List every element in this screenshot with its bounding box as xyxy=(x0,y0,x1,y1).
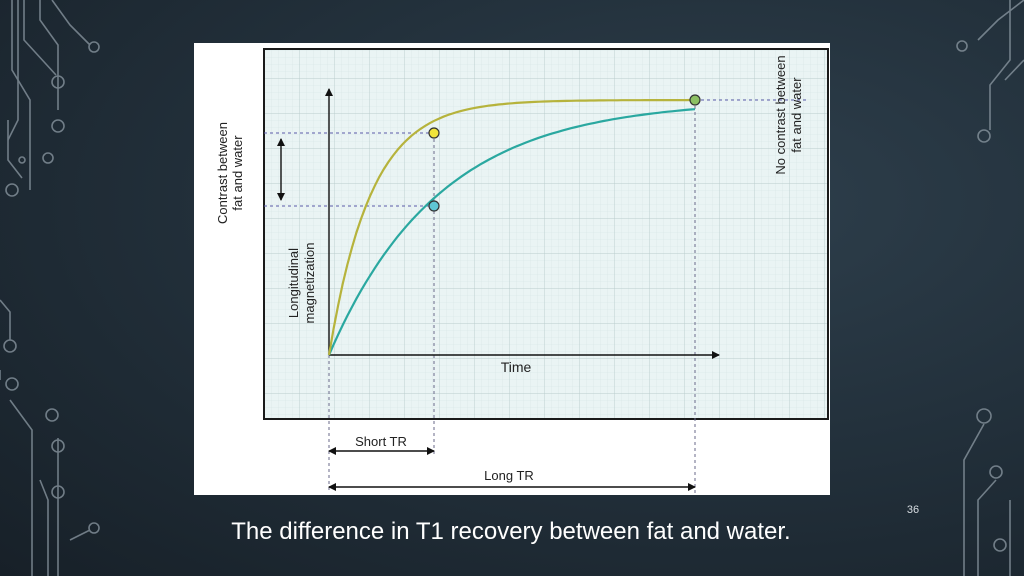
left-annotation-line2: fat and water xyxy=(230,135,245,211)
water-short-tr-marker xyxy=(428,200,440,212)
y-axis-label-line1: Longitudinal xyxy=(286,248,301,318)
fat-short-tr-marker xyxy=(428,127,440,139)
t1-recovery-diagram: Longitudinal magnetization Time Contrast… xyxy=(215,48,829,493)
left-annotation-line1: Contrast between xyxy=(215,122,230,224)
fat-recovery-curve xyxy=(327,98,695,356)
long-tr-label: Long TR xyxy=(484,468,534,483)
right-annotation-line2: fat and water xyxy=(789,77,804,153)
equilibrium-marker xyxy=(689,94,701,106)
slide-number: 36 xyxy=(906,504,920,516)
plot-frame xyxy=(263,48,829,420)
water-recovery-curve xyxy=(327,108,696,356)
short-tr-label: Short TR xyxy=(355,434,407,449)
y-axis-label-line2: magnetization xyxy=(302,243,317,324)
right-annotation-line1: No contrast between xyxy=(773,55,788,174)
t1-recovery-figure: Longitudinal magnetization Time Contrast… xyxy=(194,43,830,495)
slide-caption: The difference in T1 recovery between fa… xyxy=(0,514,1023,550)
caption-text: The difference in T1 recovery between fa… xyxy=(231,518,791,545)
x-axis-label: Time xyxy=(501,359,532,375)
